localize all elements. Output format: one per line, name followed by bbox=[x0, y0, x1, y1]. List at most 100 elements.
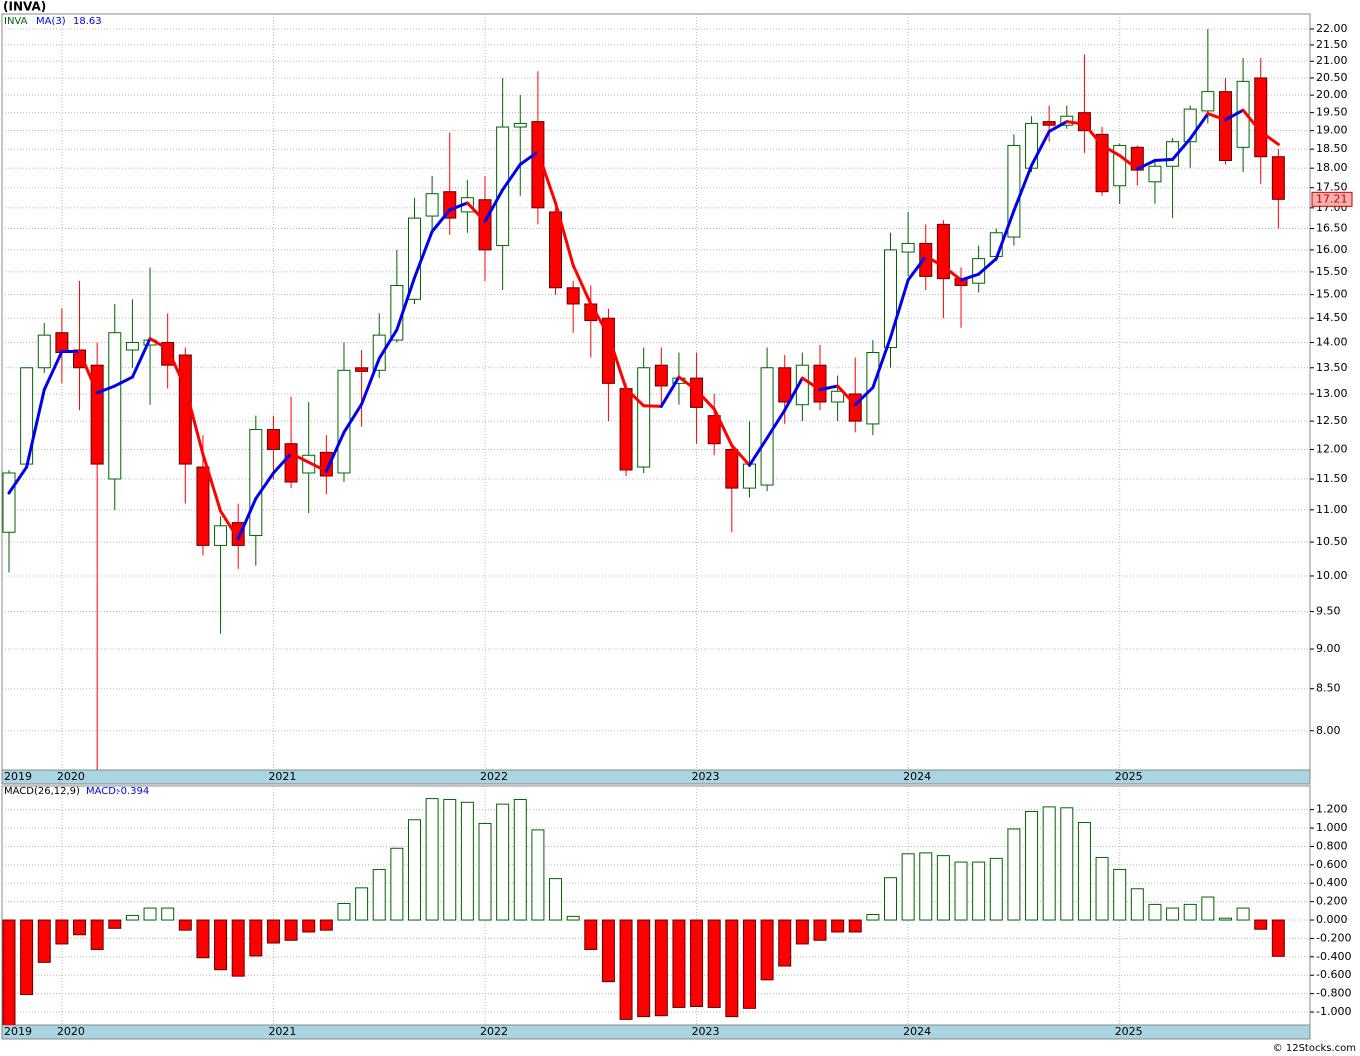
y-tick-label: 1.000 bbox=[1316, 821, 1348, 834]
y-tick-label: -0.200 bbox=[1316, 931, 1351, 944]
macd-bar bbox=[196, 919, 210, 959]
y-tick-label: 20.00 bbox=[1316, 88, 1348, 101]
macd-bar bbox=[989, 857, 1003, 921]
candle-body bbox=[549, 211, 563, 289]
candle-body bbox=[566, 287, 580, 305]
price-panel bbox=[1, 13, 1311, 771]
ma-line bbox=[501, 162, 522, 192]
macd-bar bbox=[690, 919, 704, 1008]
macd-bar bbox=[337, 902, 351, 921]
y-tick-label: 8.00 bbox=[1316, 724, 1341, 737]
ma-line bbox=[1100, 143, 1122, 158]
ma-line bbox=[183, 386, 205, 456]
macd-bar bbox=[795, 919, 809, 945]
macd-bar bbox=[1113, 868, 1127, 921]
y-tick-label: -0.600 bbox=[1316, 968, 1351, 981]
candle-body bbox=[972, 258, 986, 284]
y-tick-label: 15.50 bbox=[1316, 265, 1348, 278]
candle-body bbox=[249, 429, 263, 537]
macd-bar bbox=[619, 919, 633, 1020]
y-tick-label: 15.00 bbox=[1316, 288, 1348, 301]
ma-line bbox=[166, 347, 187, 390]
macd-bar bbox=[760, 919, 774, 981]
year-bar bbox=[1, 769, 1311, 785]
ma-line bbox=[1153, 157, 1175, 163]
ma-line bbox=[1012, 163, 1034, 213]
macd-bar bbox=[37, 919, 51, 963]
candle-body bbox=[725, 448, 739, 489]
ma-line bbox=[536, 150, 558, 205]
ma-line bbox=[130, 337, 152, 379]
ma-value: 18.63 bbox=[73, 16, 102, 27]
ma-line bbox=[1206, 112, 1227, 122]
y-tick-label: 11.00 bbox=[1316, 503, 1348, 516]
y-tick-label: 1.200 bbox=[1316, 803, 1348, 816]
candle-body bbox=[372, 334, 386, 371]
x-tick-label: 2022 bbox=[480, 1025, 508, 1038]
candle-body bbox=[848, 393, 862, 422]
macd-bar bbox=[443, 799, 457, 921]
macd-bar bbox=[654, 919, 668, 1017]
y-tick-label: 13.00 bbox=[1316, 387, 1348, 400]
ma-line bbox=[465, 201, 487, 223]
macd-bar bbox=[866, 914, 880, 921]
y-tick-label: 18.50 bbox=[1316, 142, 1348, 155]
macd-bar bbox=[249, 919, 263, 957]
candle-body bbox=[813, 364, 827, 403]
ma-line bbox=[924, 254, 945, 268]
candle-body bbox=[108, 332, 122, 480]
macd-label: MACD(26,12,9) bbox=[4, 786, 80, 797]
candle-body bbox=[654, 364, 668, 387]
ma-line bbox=[712, 407, 734, 447]
macd-bar bbox=[478, 822, 492, 921]
ma-line bbox=[765, 408, 787, 440]
ma-line bbox=[518, 150, 540, 166]
ma-line bbox=[342, 402, 364, 434]
macd-bar bbox=[90, 919, 104, 950]
ma-line bbox=[7, 465, 29, 495]
candle-body bbox=[266, 429, 280, 450]
macd-bar bbox=[108, 919, 122, 929]
candle-body bbox=[778, 367, 792, 403]
ma-line bbox=[1082, 122, 1104, 147]
macd-bar bbox=[2, 919, 16, 1025]
footer: © 12Stocks.com bbox=[1273, 1043, 1356, 1054]
ma-line bbox=[695, 388, 716, 411]
y-tick-label: 21.50 bbox=[1316, 38, 1348, 51]
ma-line bbox=[377, 328, 399, 361]
candle-body bbox=[1218, 91, 1232, 162]
x-tick-label: 2019 bbox=[4, 770, 32, 783]
ma-label: MA(3) bbox=[36, 16, 66, 27]
y-tick-label: 20.50 bbox=[1316, 71, 1348, 84]
candle-body bbox=[125, 342, 139, 351]
candle-body bbox=[73, 349, 87, 369]
macd-bar bbox=[55, 919, 69, 945]
y-tick-label: 17.50 bbox=[1316, 181, 1348, 194]
y-tick-label: 0.600 bbox=[1316, 858, 1348, 871]
macd-bar bbox=[1166, 907, 1180, 921]
macd-bar bbox=[936, 855, 950, 921]
y-tick-label: -1.000 bbox=[1316, 1005, 1351, 1018]
macd-bar bbox=[231, 919, 245, 977]
ma-line bbox=[977, 257, 998, 276]
y-tick-label: 12.50 bbox=[1316, 414, 1348, 427]
candle-body bbox=[178, 354, 192, 465]
ma-line bbox=[959, 272, 981, 282]
y-tick-label: 13.50 bbox=[1316, 361, 1348, 374]
candle-body bbox=[619, 388, 633, 471]
macd-bar bbox=[972, 861, 986, 921]
macd-bar bbox=[1271, 919, 1285, 957]
ma-line bbox=[889, 278, 910, 340]
candle-body bbox=[637, 367, 651, 468]
candle-body bbox=[478, 199, 492, 251]
candle-body bbox=[214, 525, 228, 546]
ma-line bbox=[1118, 154, 1139, 171]
x-tick-label: 2024 bbox=[903, 1025, 931, 1038]
candle-body bbox=[55, 332, 69, 354]
x-tick-label: 2021 bbox=[268, 770, 296, 783]
macd-bar bbox=[884, 877, 897, 921]
ma-line bbox=[1047, 120, 1069, 133]
candle-body bbox=[425, 193, 439, 217]
ma-line bbox=[853, 386, 875, 407]
